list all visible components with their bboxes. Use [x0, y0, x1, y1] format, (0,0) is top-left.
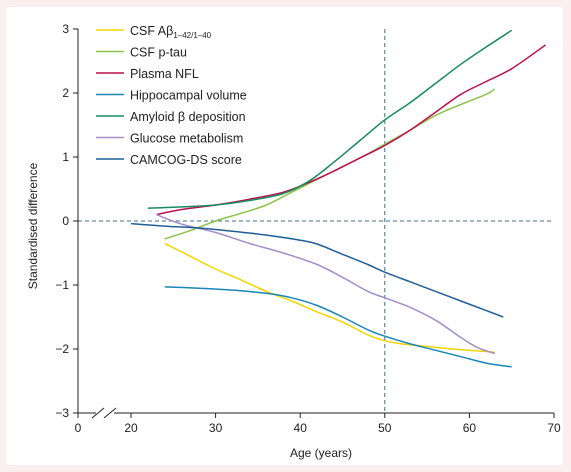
x-tick-label: 20 — [124, 421, 138, 435]
y-tick-label: 2 — [62, 86, 69, 100]
x-tick-label: 50 — [378, 421, 392, 435]
legend-label: Amyloid β deposition — [130, 110, 246, 124]
legend-label: CAMCOG-DS score — [130, 153, 242, 167]
series-line-hippocampal-volume — [164, 286, 512, 368]
axis-break-mark — [103, 407, 117, 419]
series-line-camcog-ds-score — [130, 222, 504, 318]
reference-lines — [78, 29, 554, 413]
chart-panel: Standardised difference Age (years) 3 2 1 0… — [6, 7, 563, 465]
axes: Standardised difference Age (years) — [26, 29, 554, 460]
tick-labels: 3 2 1 0 −1 −2 −3 0 20 30 40 50 60 70 — [55, 22, 561, 435]
x-axis-title: Age (years) — [290, 446, 352, 460]
legend: CSF Aβ1–42/1–40 CSF p-tau Plasma NFL Hippoc… — [96, 24, 247, 167]
legend-label: CSF p-tau — [130, 46, 187, 60]
y-tick-label: −3 — [55, 406, 69, 420]
series-line-glucose-metabolism — [156, 213, 496, 355]
legend-item: CSF p-tau — [96, 46, 187, 60]
legend-item: Plasma NFL — [96, 67, 199, 81]
x-tick-label: 70 — [547, 421, 561, 435]
x-tick-label: 60 — [463, 421, 477, 435]
y-tick-label: 3 — [62, 22, 69, 36]
legend-item: Amyloid β deposition — [96, 110, 246, 124]
series-line-amyloid-deposition — [147, 29, 513, 209]
series-lines — [130, 29, 546, 368]
y-tick-label: −2 — [55, 342, 69, 356]
series-line-csf-a — [164, 242, 495, 353]
legend-label: Plasma NFL — [130, 67, 199, 81]
legend-item: CAMCOG-DS score — [96, 153, 242, 167]
x-tick-label: 40 — [294, 421, 308, 435]
legend-item: CSF Aβ1–42/1–40 — [96, 24, 212, 40]
series-line-plasma-nfl — [156, 44, 546, 216]
legend-item: Glucose metabolism — [96, 132, 243, 146]
axis-break-mark — [91, 407, 105, 419]
y-axis-title: Standardised difference — [26, 162, 40, 289]
x-tick-label: 0 — [75, 421, 82, 435]
legend-item: Hippocampal volume — [96, 89, 247, 103]
y-tick-label: 1 — [62, 150, 69, 164]
x-tick-label: 30 — [209, 421, 223, 435]
line-chart: Standardised difference Age (years) 3 2 1 0… — [26, 22, 561, 460]
legend-label: Glucose metabolism — [130, 132, 243, 146]
legend-label: Hippocampal volume — [130, 89, 247, 103]
y-tick-label: −1 — [55, 278, 69, 292]
y-tick-label: 0 — [62, 214, 69, 228]
legend-label: CSF Aβ1–42/1–40 — [130, 24, 212, 40]
